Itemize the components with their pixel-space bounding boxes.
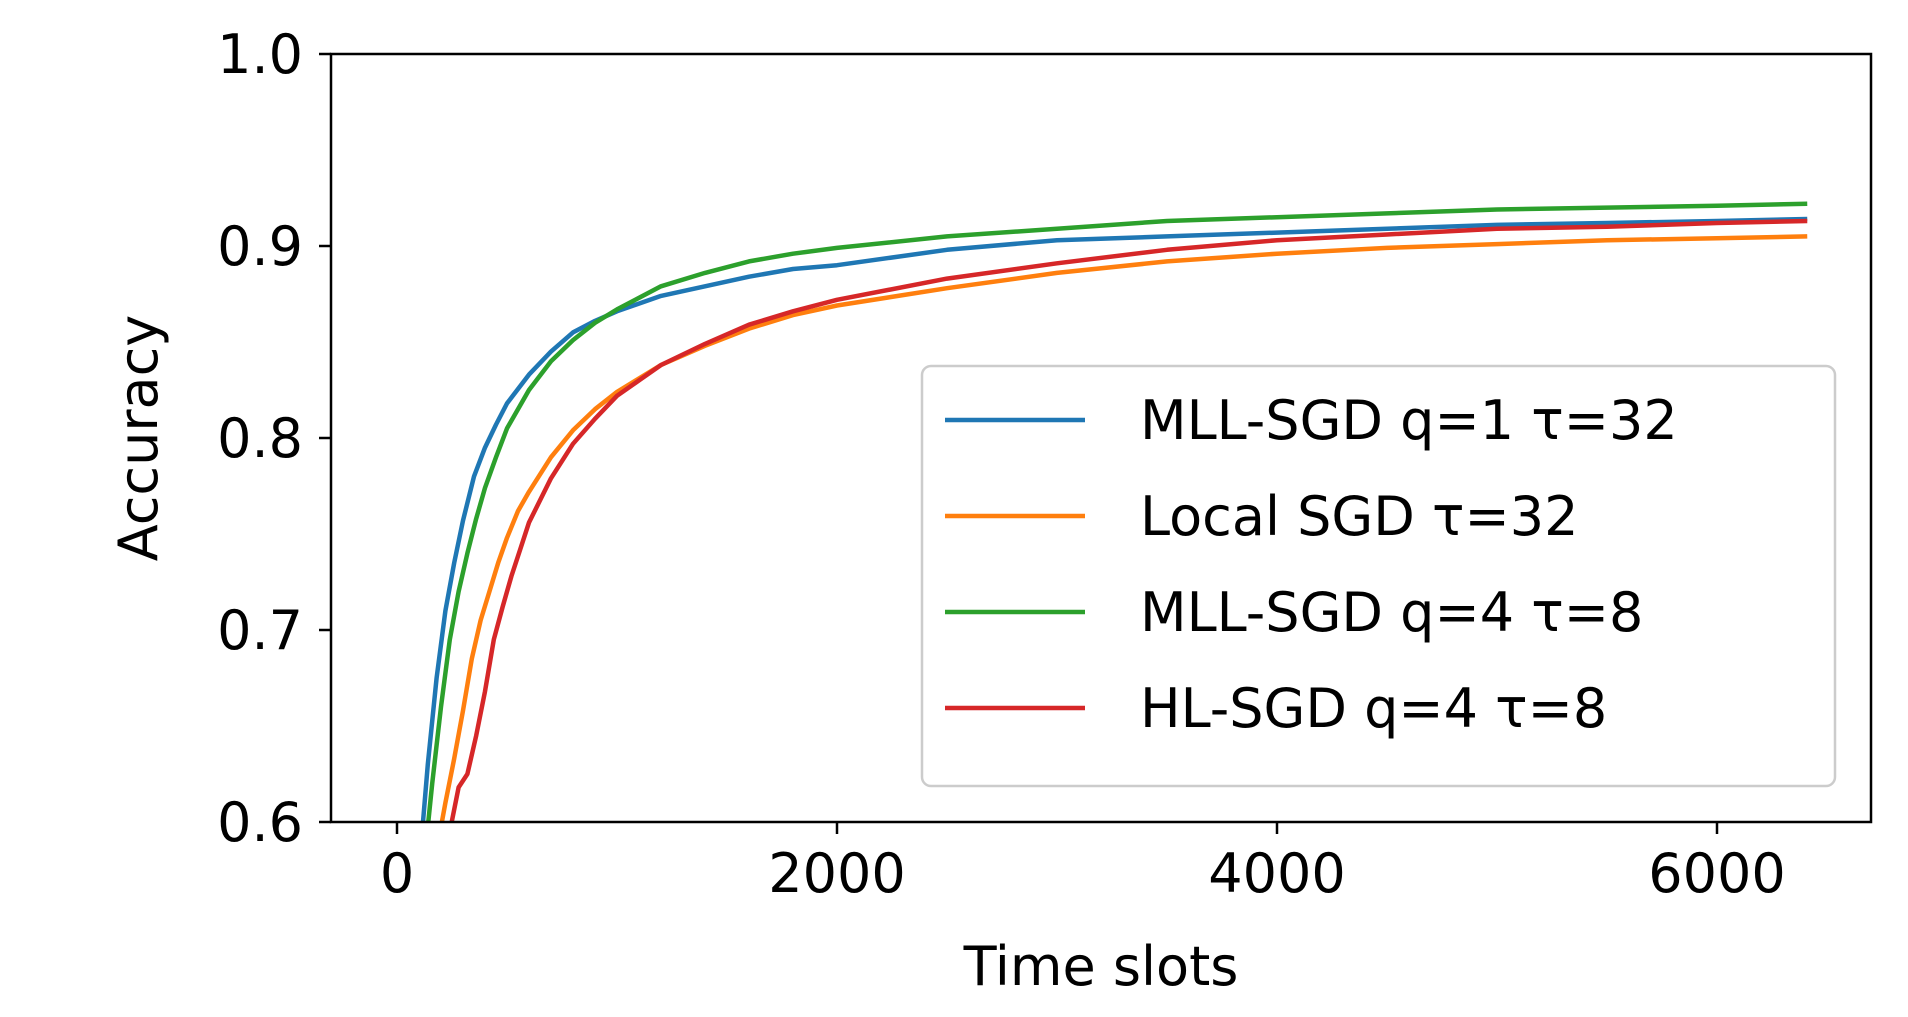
y-tick-label: 0.7 [217, 599, 303, 662]
x-axis-label: Time slots [963, 935, 1239, 998]
x-tick-label: 6000 [1648, 842, 1785, 905]
series-layer [420, 201, 1808, 822]
x-tick-label: 4000 [1208, 842, 1345, 905]
x-tick-label: 0 [380, 842, 414, 905]
y-axis-label: Accuracy [107, 315, 170, 562]
y-tick-label: 0.8 [217, 407, 303, 470]
legend: MLL-SGD q=1 τ=32 Local SGD τ=32 MLL-SGD q=… [920, 364, 1837, 788]
legend-frame [920, 364, 1837, 788]
x-axis: 0 2000 4000 6000 [380, 822, 1786, 905]
x-tick-label: 2000 [768, 842, 905, 905]
series-line-3 [426, 201, 1808, 822]
legend-label-1: MLL-SGD q=1 τ=32 [1140, 389, 1678, 452]
legend-label-4: HL-SGD q=4 τ=8 [1140, 677, 1607, 740]
series-line-4 [449, 218, 1808, 822]
y-tick-label: 1.0 [217, 23, 303, 86]
y-tick-label: 0.6 [217, 791, 303, 854]
series-line-2 [439, 234, 1808, 822]
legend-label-3: MLL-SGD q=4 τ=8 [1140, 581, 1643, 644]
legend-label-2: Local SGD τ=32 [1140, 485, 1578, 548]
y-axis: 0.6 0.7 0.8 0.9 1.0 [217, 23, 331, 854]
y-tick-label: 0.9 [217, 215, 303, 278]
